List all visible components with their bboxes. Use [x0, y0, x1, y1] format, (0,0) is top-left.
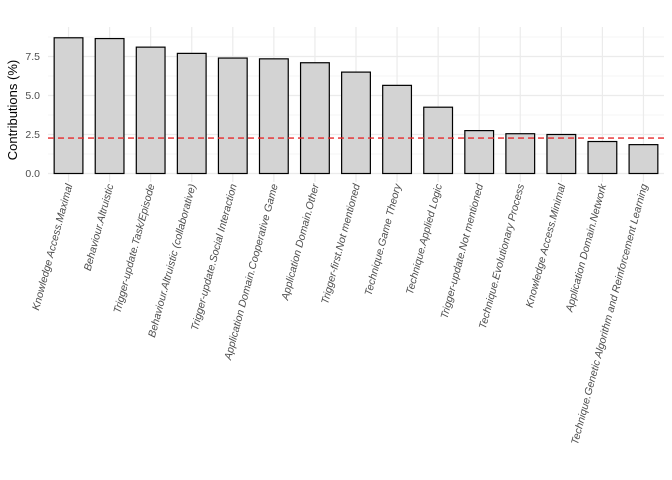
- x-category-label: Application Domain.Other: [279, 182, 322, 302]
- bar-1: [53, 37, 84, 175]
- x-category-label: Knowledge Access.Minimal: [524, 182, 569, 309]
- x-category-label: Trigger-update.Not mentioned: [438, 182, 486, 321]
- bar-2: [94, 37, 125, 175]
- bars: [53, 37, 659, 175]
- bar-4: [176, 52, 207, 175]
- x-category-label: Technique.Applied Logic: [404, 182, 445, 296]
- x-category-label: Application Domain.Network: [563, 182, 609, 314]
- bar-11: [464, 130, 495, 175]
- x-category-label: Trigger-update.Social Interaction: [189, 183, 240, 332]
- x-category-label: Technique.Evolutionary Process: [477, 182, 528, 330]
- bar-9: [382, 84, 413, 175]
- x-category-label: Trigger-first.Not mentioned: [319, 182, 363, 306]
- bar-6: [258, 58, 289, 175]
- y-axis-title: Contributions (%): [5, 60, 20, 160]
- x-category-label: Behaviour.Altruistic: [82, 182, 117, 272]
- x-category-label: Technique.Game Theory: [363, 182, 405, 297]
- x-category-label: Knowledge Access.Maximal: [30, 182, 75, 312]
- bar-8: [341, 71, 371, 175]
- bar-12: [505, 133, 536, 175]
- bar-7: [299, 62, 330, 175]
- y-tick-label: 2.5: [25, 129, 40, 141]
- bar-14: [587, 140, 618, 175]
- y-tick-label: 0.0: [25, 168, 40, 180]
- y-tick-label: 5.0: [25, 90, 40, 102]
- bar-13: [546, 133, 577, 175]
- x-category-label: Technique.Genetic Algorithm and Reinforc…: [569, 183, 650, 447]
- bar-5: [217, 57, 248, 175]
- y-tick-labels: 0.0 2.5 5.0 7.5: [25, 51, 40, 180]
- y-tick-label: 7.5: [25, 51, 40, 63]
- bar-3: [135, 46, 166, 175]
- bar-15: [628, 144, 659, 175]
- x-category-label: Behaviour.Altruistic (collaborative): [146, 183, 199, 339]
- x-category-labels: Knowledge Access.Maximal Behaviour.Altrui…: [30, 182, 650, 447]
- x-category-label: Trigger-update.Task/Episode: [111, 183, 157, 315]
- bar-10: [423, 106, 454, 175]
